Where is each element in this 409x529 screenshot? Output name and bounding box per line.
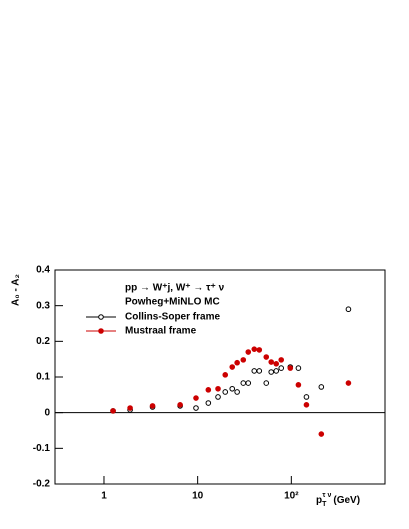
data-point xyxy=(229,364,236,370)
data-point xyxy=(278,357,285,363)
data-point xyxy=(263,354,270,360)
data-point xyxy=(273,361,280,367)
data-point xyxy=(345,380,352,386)
data-point xyxy=(205,400,212,406)
y-tick-label: 0.1 xyxy=(36,372,50,383)
x-tick-label: 10² xyxy=(284,491,299,502)
data-point xyxy=(295,382,302,388)
data-point xyxy=(256,347,263,353)
y-tick-label: -0.1 xyxy=(33,443,51,454)
data-point xyxy=(215,394,221,400)
y-tick-label: 0.3 xyxy=(36,300,50,311)
data-point xyxy=(295,365,302,371)
x-axis-label: pTτ ν (GeV) xyxy=(316,492,360,508)
data-point xyxy=(234,389,240,395)
x-label-unit: (GeV) xyxy=(333,495,360,506)
plot-frame xyxy=(54,269,386,485)
legend-title: pp → W⁺j, W⁺ → τ⁺ ν xyxy=(125,283,225,294)
data-point xyxy=(205,387,212,393)
y-tick-label: -0.2 xyxy=(33,479,51,490)
data-point xyxy=(245,380,252,386)
data-point xyxy=(318,431,325,437)
data-point xyxy=(345,306,352,313)
data-point xyxy=(193,405,199,411)
x-label-sup: τ ν xyxy=(322,492,331,499)
data-point xyxy=(251,346,258,352)
y-tick-label: 0.2 xyxy=(36,336,50,347)
x-label-sub: T xyxy=(322,501,327,508)
legend-marker xyxy=(98,314,104,320)
data-point xyxy=(149,403,156,409)
x-label-main: p xyxy=(316,495,322,506)
data-point xyxy=(240,380,247,386)
y-axis-label: A₀ - A₂ xyxy=(11,274,22,306)
legend-marker xyxy=(98,328,104,334)
data-point xyxy=(303,394,310,400)
data-point xyxy=(256,368,263,374)
legend-label: Mustraal frame xyxy=(125,326,197,337)
data-point xyxy=(287,365,294,371)
data-point xyxy=(222,372,229,378)
data-point xyxy=(278,365,285,371)
data-point xyxy=(215,385,221,392)
data-point xyxy=(263,380,270,386)
legend-subtitle: Powheg+MiNLO MC xyxy=(125,297,220,308)
data-point xyxy=(245,349,252,355)
legend-label: Collins-Soper frame xyxy=(125,312,220,323)
data-point xyxy=(303,402,310,408)
data-point xyxy=(240,357,247,363)
data-point xyxy=(229,385,236,392)
data-point xyxy=(273,368,280,374)
data-point xyxy=(127,405,133,411)
data-point xyxy=(234,359,240,366)
y-tick-label: 0.4 xyxy=(36,265,50,276)
y-tick-label: 0 xyxy=(44,407,50,418)
x-tick-label: 10 xyxy=(192,491,204,502)
data-point xyxy=(268,369,275,375)
data-point xyxy=(110,408,116,414)
data-point xyxy=(268,359,275,365)
data-point xyxy=(222,389,229,395)
data-point xyxy=(193,395,199,401)
data-point xyxy=(251,368,258,374)
data-point xyxy=(177,402,183,408)
x-tick-label: 1 xyxy=(101,491,107,502)
data-point xyxy=(318,384,325,390)
